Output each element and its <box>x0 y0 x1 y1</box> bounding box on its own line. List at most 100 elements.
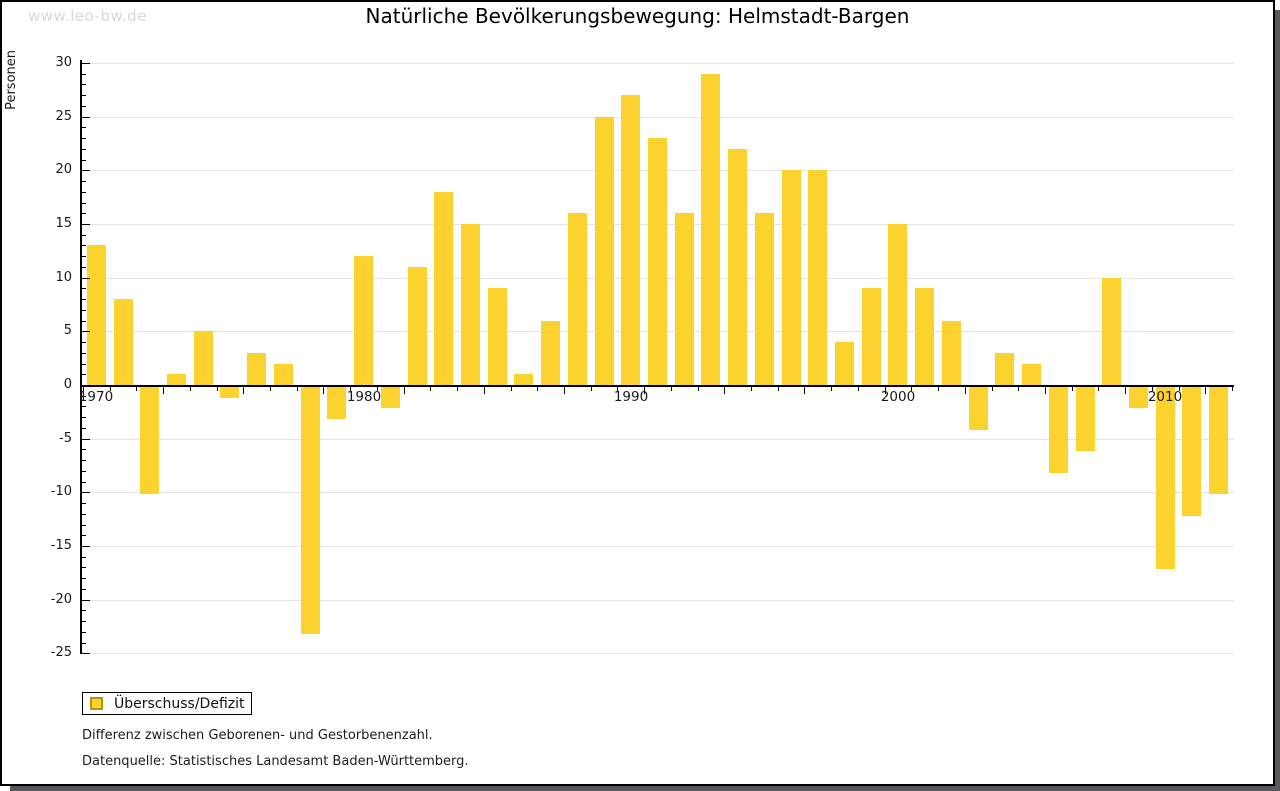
bar-1977[interactable] <box>274 364 293 385</box>
y-tick-25 <box>82 117 90 118</box>
bar-1972[interactable] <box>140 387 159 494</box>
y-tick-21 <box>82 160 86 161</box>
x-tick-26 <box>778 387 779 391</box>
x-tick-7 <box>270 387 271 391</box>
y-tick--3 <box>82 417 86 418</box>
x-tick-29 <box>858 387 859 391</box>
bar-1995[interactable] <box>755 213 774 385</box>
y-tick-2 <box>82 364 86 365</box>
y-tick--24 <box>82 643 86 644</box>
y-tick--12 <box>82 514 86 515</box>
x-tick-22 <box>671 387 672 391</box>
watermark-leo-bw: www.leo-bw.de <box>28 7 147 25</box>
x-tick-8 <box>297 387 298 391</box>
gridline-y--10 <box>82 492 1234 493</box>
bar-2004[interactable] <box>995 353 1014 385</box>
bar-1980[interactable] <box>354 256 373 385</box>
y-tick-12 <box>82 256 86 257</box>
y-tick-1 <box>82 374 86 375</box>
bar-1999[interactable] <box>862 288 881 385</box>
x-tick-10 <box>350 387 351 391</box>
y-tick-19 <box>82 181 86 182</box>
x-tick-28 <box>831 387 832 391</box>
bar-1970[interactable] <box>87 245 106 385</box>
y-tick--8 <box>82 471 86 472</box>
bar-1986[interactable] <box>514 374 533 385</box>
bar-1983[interactable] <box>434 192 453 385</box>
x-tick-39 <box>1125 387 1126 394</box>
bar-1971[interactable] <box>114 299 133 385</box>
bar-2000[interactable] <box>888 224 907 385</box>
bar-1992[interactable] <box>675 213 694 385</box>
bar-1984[interactable] <box>461 224 480 385</box>
y-tick-17 <box>82 203 86 204</box>
x-tick-17 <box>537 387 538 391</box>
gridline-y-25 <box>82 117 1234 118</box>
bar-1981[interactable] <box>381 387 400 408</box>
bar-1974[interactable] <box>194 331 213 385</box>
x-axis-line <box>80 385 1234 387</box>
bar-1990[interactable] <box>621 95 640 385</box>
x-tick-9 <box>323 387 324 394</box>
bar-1991[interactable] <box>648 138 667 385</box>
x-tick-21 <box>644 387 645 394</box>
bar-2005[interactable] <box>1022 364 1041 385</box>
y-tick-20 <box>82 170 90 171</box>
bar-1982[interactable] <box>408 267 427 385</box>
x-axis-label-2010: 2010 <box>1147 389 1183 405</box>
bar-2010[interactable] <box>1156 387 1175 569</box>
y-tick--1 <box>82 396 86 397</box>
y-tick-15 <box>82 224 90 225</box>
y-tick-14 <box>82 235 86 236</box>
bar-2009[interactable] <box>1129 387 1148 408</box>
bar-1975[interactable] <box>220 387 239 398</box>
bar-1978[interactable] <box>301 387 320 634</box>
gridline-y--15 <box>82 546 1234 547</box>
bar-1989[interactable] <box>595 117 614 385</box>
x-tick-4 <box>190 387 191 391</box>
bar-1985[interactable] <box>488 288 507 385</box>
x-tick-11 <box>377 387 378 391</box>
bar-2008[interactable] <box>1102 278 1121 385</box>
bar-2011[interactable] <box>1182 387 1201 516</box>
bar-1996[interactable] <box>782 170 801 385</box>
y-tick--7 <box>82 460 86 461</box>
bar-2007[interactable] <box>1076 387 1095 451</box>
bar-2012[interactable] <box>1209 387 1228 494</box>
bar-1994[interactable] <box>728 149 747 385</box>
y-tick-label-10: 10 <box>55 270 72 285</box>
x-tick-27 <box>804 387 805 394</box>
y-tick-label--15: -15 <box>50 538 72 553</box>
bar-1979[interactable] <box>327 387 346 419</box>
legend-label: Überschuss/Defizit <box>114 695 245 712</box>
bar-1997[interactable] <box>808 170 827 385</box>
bar-1987[interactable] <box>541 321 560 385</box>
x-tick-42 <box>1205 387 1206 394</box>
bar-2002[interactable] <box>942 321 961 385</box>
bar-1998[interactable] <box>835 342 854 385</box>
y-tick-label--5: -5 <box>59 431 72 446</box>
y-tick-18 <box>82 192 86 193</box>
bar-2006[interactable] <box>1049 387 1068 473</box>
y-tick-27 <box>82 95 86 96</box>
y-tick-13 <box>82 245 86 246</box>
x-tick-20 <box>617 387 618 391</box>
y-tick-label--20: -20 <box>50 592 72 607</box>
bar-1993[interactable] <box>701 74 720 385</box>
x-axis-label-1970: 1970 <box>78 389 114 405</box>
y-tick--14 <box>82 535 86 536</box>
y-tick--10 <box>82 492 90 493</box>
y-tick-26 <box>82 106 86 107</box>
y-tick-label--25: -25 <box>50 645 72 660</box>
y-tick--17 <box>82 567 86 568</box>
y-tick--23 <box>82 632 86 633</box>
legend: Überschuss/Defizit <box>82 692 252 715</box>
bar-1988[interactable] <box>568 213 587 385</box>
bar-1973[interactable] <box>167 374 186 385</box>
bar-1976[interactable] <box>247 353 266 385</box>
bar-2003[interactable] <box>969 387 988 430</box>
bar-2001[interactable] <box>915 288 934 385</box>
y-tick-30 <box>82 63 90 64</box>
